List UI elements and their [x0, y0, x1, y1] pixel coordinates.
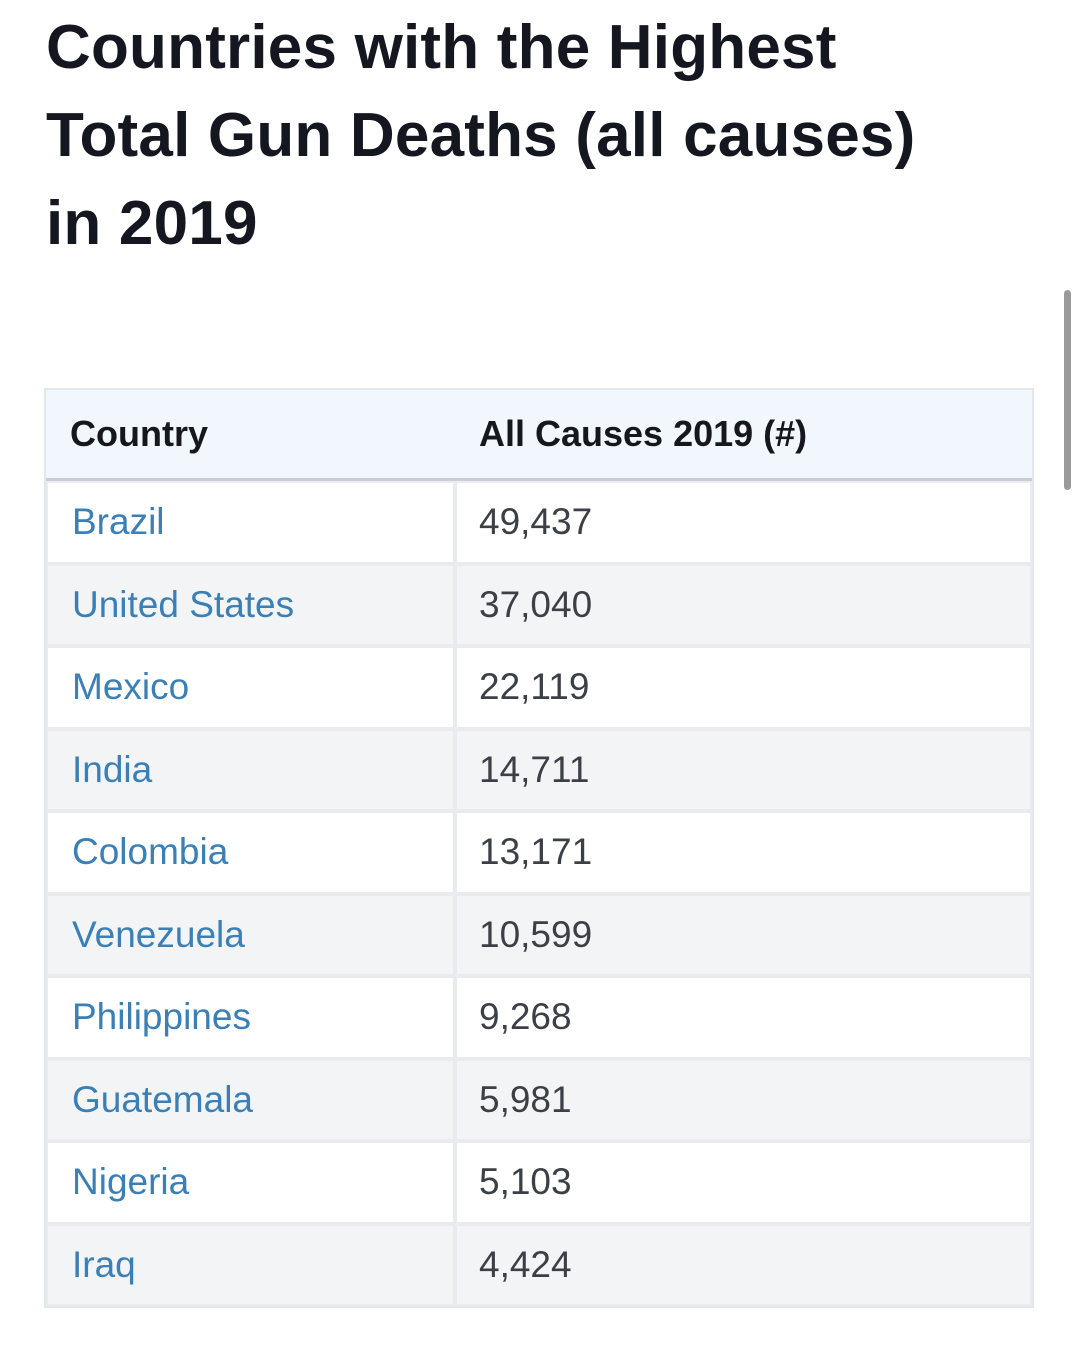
table-row: Mexico 22,119: [48, 648, 1030, 727]
country-link[interactable]: Venezuela: [48, 895, 453, 974]
column-header-all-causes[interactable]: All Causes 2019 (#): [479, 413, 808, 454]
deaths-value: 5,103: [457, 1143, 1030, 1222]
table-row: Guatemala 5,981: [48, 1060, 1030, 1139]
title-line-2: Total Gun Deaths (all causes): [46, 101, 916, 170]
page-title: Countries with the Highest Total Gun Dea…: [46, 4, 1006, 268]
country-link[interactable]: Brazil: [48, 483, 453, 562]
table-row: India 14,711: [48, 730, 1030, 809]
table-row: Venezuela 10,599: [48, 895, 1030, 974]
country-link[interactable]: India: [48, 730, 453, 809]
table-row: Philippines 9,268: [48, 978, 1030, 1057]
deaths-value: 22,119: [457, 648, 1030, 727]
deaths-value: 4,424: [457, 1225, 1030, 1304]
country-link[interactable]: Colombia: [48, 813, 453, 892]
deaths-value: 13,171: [457, 813, 1030, 892]
title-line-3: in 2019: [46, 189, 258, 258]
column-header-country[interactable]: Country: [70, 413, 208, 454]
table-row: Brazil 49,437: [48, 483, 1030, 562]
deaths-value: 9,268: [457, 978, 1030, 1057]
country-link[interactable]: Nigeria: [48, 1143, 453, 1222]
table-body: Brazil 49,437 United States 37,040 Mexic…: [46, 481, 1032, 1304]
table-row: Nigeria 5,103: [48, 1143, 1030, 1222]
deaths-value: 14,711: [457, 730, 1030, 809]
country-link[interactable]: United States: [48, 565, 453, 644]
table-row: Colombia 13,171: [48, 813, 1030, 892]
title-line-1: Countries with the Highest: [46, 13, 837, 82]
country-link[interactable]: Guatemala: [48, 1060, 453, 1139]
deaths-value: 10,599: [457, 895, 1030, 974]
table-header-row: Country All Causes 2019 (#): [46, 390, 1032, 481]
gun-deaths-table: Country All Causes 2019 (#) Brazil 49,43…: [44, 388, 1034, 1308]
page-scrollbar[interactable]: [1064, 290, 1071, 490]
country-link[interactable]: Iraq: [48, 1225, 453, 1304]
table-row: United States 37,040: [48, 565, 1030, 644]
deaths-value: 37,040: [457, 565, 1030, 644]
country-link[interactable]: Philippines: [48, 978, 453, 1057]
deaths-value: 5,981: [457, 1060, 1030, 1139]
deaths-value: 49,437: [457, 483, 1030, 562]
country-link[interactable]: Mexico: [48, 648, 453, 727]
table-row: Iraq 4,424: [48, 1225, 1030, 1304]
